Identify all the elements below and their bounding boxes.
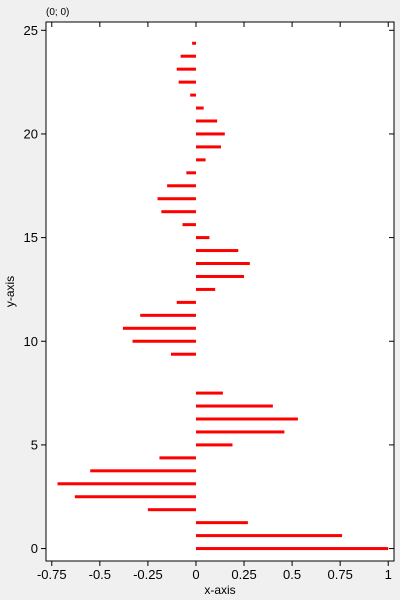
bar: [122, 326, 196, 330]
bar: [74, 495, 196, 499]
y-tick-label: 0: [31, 541, 38, 556]
y-tick-label: 15: [24, 230, 38, 245]
bar: [167, 184, 196, 188]
bar: [195, 132, 225, 136]
bar: [180, 54, 196, 58]
bar: [195, 249, 239, 253]
bar: [195, 145, 221, 149]
bar: [195, 119, 218, 123]
bar: [161, 210, 196, 214]
bar: [176, 67, 196, 71]
x-tick-label: -0.25: [133, 567, 163, 582]
x-tick-label: 0: [192, 567, 199, 582]
bar: [195, 417, 298, 421]
y-tick-label: 5: [31, 437, 38, 452]
x-tick-label: -0.5: [89, 567, 111, 582]
bar: [195, 262, 250, 266]
plot-area: [45, 21, 395, 562]
bar: [195, 430, 285, 434]
bar: [195, 443, 233, 447]
x-tick-label: 0.75: [328, 567, 353, 582]
x-tick-label: -0.75: [37, 567, 67, 582]
x-axis-ticks: -0.75 -0.5 -0.25 0 0.25 0.5 0.75 1: [37, 22, 392, 582]
y-tick-label: 20: [24, 126, 38, 141]
bar: [170, 352, 196, 356]
bar: [195, 236, 210, 240]
bar: [195, 534, 343, 538]
bar: [132, 339, 196, 343]
bar: [195, 404, 273, 408]
x-axis-label: x-axis: [204, 583, 235, 597]
y-axis-ticks: 0 5 10 15 20 25: [24, 23, 394, 556]
bar: [192, 41, 196, 45]
x-tick-label: 0.25: [231, 567, 256, 582]
bar: [195, 547, 389, 551]
bar: [190, 93, 196, 97]
coordinate-readout: (0; 0): [46, 7, 69, 18]
bar: [195, 106, 204, 110]
bar: [159, 456, 196, 460]
bar: [195, 391, 223, 395]
bar: [186, 171, 196, 175]
bars-group: [57, 41, 389, 551]
bar: [195, 158, 206, 162]
bar: [178, 80, 196, 84]
bar: [147, 508, 196, 512]
x-tick-label: 1: [385, 567, 392, 582]
bar: [57, 482, 196, 486]
bar: [195, 521, 248, 525]
y-tick-label: 25: [24, 23, 38, 38]
bar: [157, 197, 196, 201]
x-tick-label: 0.5: [283, 567, 301, 582]
bar: [176, 300, 196, 304]
bar: [182, 223, 196, 227]
bar: [90, 469, 196, 473]
y-axis-label: y-axis: [3, 276, 17, 307]
bar: [195, 287, 216, 291]
bar: [140, 313, 196, 317]
y-tick-label: 10: [24, 334, 38, 349]
bar: [195, 274, 245, 278]
